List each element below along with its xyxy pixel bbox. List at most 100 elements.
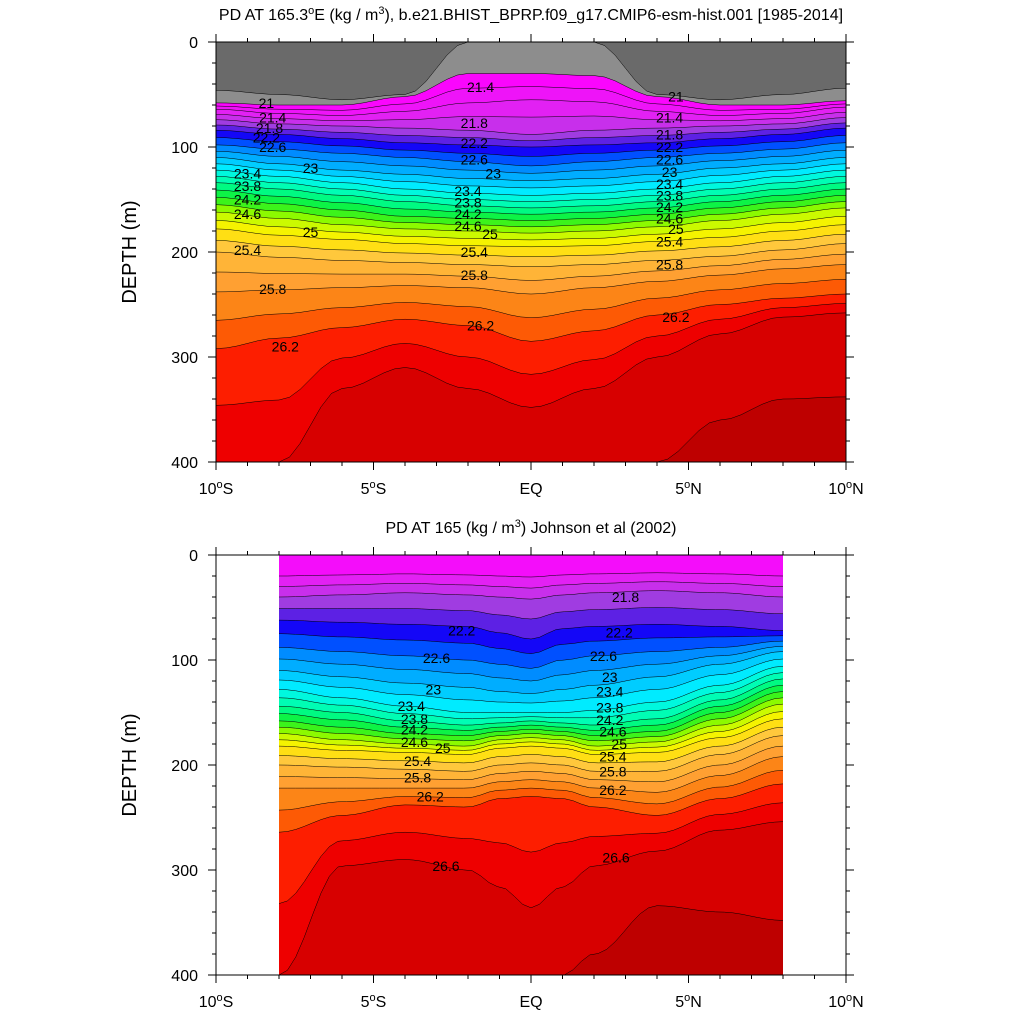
contour-line-25 [278, 718, 784, 755]
contour-label: 22.6 [656, 152, 683, 168]
contour-line-22.6 [278, 640, 784, 669]
contour-label: 25 [303, 224, 319, 240]
contour-line-24.4 [278, 697, 784, 742]
contour-line-22.2 [216, 127, 846, 148]
contour-line-23.6 [216, 176, 846, 202]
contour-label: 22.2 [606, 625, 633, 641]
contour-label: 22.6 [461, 152, 488, 168]
y-tick-label: 200 [171, 758, 198, 775]
x-tick-label: EQ [519, 994, 542, 1011]
y-tick-label: 0 [189, 548, 198, 565]
contour-label: 23.4 [234, 165, 261, 181]
contour-line-25.2 [278, 726, 784, 764]
contour-line-23.4 [216, 169, 846, 196]
contour-line-25.4 [278, 735, 784, 772]
contour-line-26.8 [279, 905, 784, 975]
y-tick-label: 400 [171, 968, 198, 985]
contour-line-23.6 [278, 672, 784, 720]
contour-line-23.8 [278, 678, 784, 726]
y-tick-label: 100 [171, 140, 198, 157]
contour-line-21.6 [216, 112, 846, 122]
x-tick-label: 5oN [675, 992, 702, 1011]
contour-label: 23 [303, 160, 319, 176]
x-tick-label: 10oN [828, 479, 863, 498]
contour-line-23 [216, 157, 846, 181]
contour-label: 26.2 [417, 789, 444, 805]
contour-line-26 [278, 770, 784, 811]
x-tick-label: 5oS [361, 479, 387, 498]
contour-label: 25.8 [461, 267, 488, 283]
x-tick-label: 10oS [199, 992, 234, 1011]
plot-area: 21.822.2 22.222.6 22.6232323.423.423.823.8… [278, 555, 784, 975]
contour-line-26.4 [278, 802, 784, 904]
contour-label: 24.6 [401, 734, 428, 750]
contour-label: 24.2 [234, 192, 261, 208]
contour-label: 21 [259, 95, 275, 111]
contour-label: 21.4 [467, 79, 494, 95]
contour-line-22.2 [278, 619, 784, 640]
x-tick-label: 5oS [361, 992, 387, 1011]
contour-line-21.2 [216, 86, 846, 111]
contour-label: 25.4 [234, 242, 261, 258]
contour-line-21.8 [216, 117, 846, 135]
contour-label: 23.4 [454, 183, 481, 199]
contour-line-21.6 [278, 581, 784, 589]
contour-line-23.2 [216, 163, 846, 189]
contour-line-24.6 [216, 207, 846, 234]
plot-area: 2121.421.822.222.62323.423.824.224.62525… [216, 42, 846, 462]
contour-label: 25.4 [404, 753, 431, 769]
contour-line-24.8 [216, 216, 846, 241]
contour-label: 25 [668, 221, 684, 237]
contour-label: 22.6 [423, 650, 450, 666]
contour-label: 26.2 [662, 309, 689, 325]
y-tick-label: 200 [171, 245, 198, 262]
contour-line-24.2 [278, 691, 784, 736]
contour-label: 23 [602, 669, 618, 685]
contour-line-21 [216, 73, 846, 106]
contour-line-24.4 [216, 201, 846, 228]
contour-line-21.4 [216, 99, 846, 116]
contour-label: 24.6 [454, 218, 481, 234]
contour-label: 26.2 [467, 318, 494, 334]
y-axis-label: DEPTH (m) [119, 200, 141, 303]
contour-label: 21.8 [461, 115, 488, 131]
contour-line-22 [279, 607, 784, 620]
fill-band-20.6 [216, 42, 846, 100]
contour-line-20.6 [216, 42, 846, 101]
contour-line-24 [216, 188, 846, 215]
contour-label: 24.2 [656, 199, 683, 215]
contour-line-24.2 [216, 195, 846, 221]
panel-1: PD AT 165.3oE (kg / m3), b.e21.BHIST_BPR… [119, 5, 864, 498]
y-axis-label: DEPTH (m) [119, 713, 141, 816]
chart-title: PD AT 165.3oE (kg / m3), b.e21.BHIST_BPR… [219, 5, 843, 24]
y-tick-label: 400 [171, 455, 198, 472]
contour-label: 21.8 [656, 126, 683, 142]
contour-label: 25.4 [656, 234, 683, 250]
contour-label: 24.6 [656, 210, 683, 226]
contour-line-23.8 [216, 182, 846, 209]
contour-label: 24.6 [599, 723, 626, 739]
contour-label: 24.2 [454, 206, 481, 222]
y-tick-label: 300 [171, 863, 198, 880]
x-tick-label: 10oS [199, 479, 234, 498]
contour-label: 23.4 [596, 684, 623, 700]
contour-label: 23.8 [454, 195, 481, 211]
contour-line-22.4 [278, 633, 784, 654]
chart-title: PD AT 165 (kg / m3) Johnson et al (2002) [385, 518, 676, 537]
contour-label: 25 [435, 740, 451, 756]
contour-label: 23 [662, 164, 678, 180]
contour-label: 23.4 [656, 176, 683, 192]
contour-line-24.6 [278, 703, 784, 747]
contour-label: 25 [611, 736, 627, 752]
contour-label: 23.8 [656, 187, 683, 203]
contour-line-21.8 [278, 590, 784, 600]
contour-line-23.4 [278, 666, 784, 713]
contour-label: 25.8 [404, 770, 431, 786]
contour-label: 25 [482, 226, 498, 242]
contour-label: 25.8 [656, 257, 683, 273]
contour-line-26.8 [216, 396, 846, 462]
contour-label: 25.4 [461, 244, 488, 260]
contour-line-26 [216, 279, 846, 321]
contour-label: 25.8 [259, 281, 286, 297]
